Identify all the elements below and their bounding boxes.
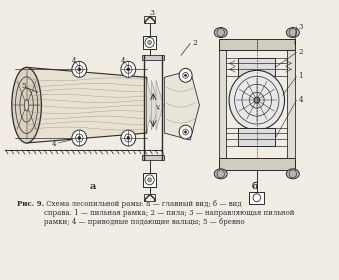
Circle shape bbox=[184, 131, 187, 133]
Circle shape bbox=[179, 68, 192, 82]
Bar bbox=[219, 158, 295, 170]
Text: 4: 4 bbox=[121, 57, 125, 66]
Bar bbox=[143, 173, 156, 187]
Ellipse shape bbox=[214, 27, 227, 38]
Circle shape bbox=[121, 61, 136, 77]
Bar bbox=[142, 55, 164, 60]
Text: V: V bbox=[155, 105, 159, 110]
Circle shape bbox=[78, 137, 81, 139]
Polygon shape bbox=[164, 70, 199, 140]
Text: 2: 2 bbox=[192, 39, 197, 46]
Circle shape bbox=[127, 68, 129, 71]
Polygon shape bbox=[26, 67, 147, 143]
Circle shape bbox=[78, 68, 81, 71]
Polygon shape bbox=[152, 80, 159, 130]
Text: r: r bbox=[158, 107, 160, 111]
Ellipse shape bbox=[12, 67, 41, 143]
Bar bbox=[144, 16, 155, 23]
Ellipse shape bbox=[286, 27, 299, 38]
Polygon shape bbox=[147, 80, 154, 130]
Ellipse shape bbox=[214, 169, 227, 179]
Text: 2: 2 bbox=[298, 48, 303, 57]
Text: 4: 4 bbox=[298, 96, 303, 104]
Text: 4: 4 bbox=[52, 140, 56, 148]
Text: Рис. 9.: Рис. 9. bbox=[17, 200, 44, 208]
Circle shape bbox=[179, 125, 192, 139]
Circle shape bbox=[254, 97, 260, 103]
Bar bbox=[238, 128, 275, 146]
Circle shape bbox=[72, 130, 87, 146]
Text: 3: 3 bbox=[298, 23, 303, 31]
Bar bbox=[219, 39, 226, 170]
Text: 5: 5 bbox=[21, 82, 25, 90]
Text: 3: 3 bbox=[150, 9, 155, 17]
Bar bbox=[142, 155, 164, 160]
Circle shape bbox=[148, 41, 152, 45]
Circle shape bbox=[127, 137, 129, 139]
Text: Схема лесопильной рамы: а — главный вид; б — вид
справа. 1 — пильная рамка; 2 — : Схема лесопильной рамы: а — главный вид;… bbox=[44, 200, 295, 226]
Circle shape bbox=[148, 178, 152, 182]
Bar bbox=[143, 36, 156, 50]
Circle shape bbox=[184, 74, 187, 76]
Text: 1: 1 bbox=[298, 72, 303, 80]
Circle shape bbox=[121, 130, 136, 146]
Text: а: а bbox=[90, 182, 96, 191]
Bar bbox=[250, 192, 264, 204]
Text: 4: 4 bbox=[72, 57, 76, 66]
Bar bbox=[219, 39, 295, 50]
Bar bbox=[238, 59, 275, 76]
Circle shape bbox=[72, 61, 87, 77]
Circle shape bbox=[229, 70, 284, 130]
Ellipse shape bbox=[286, 169, 299, 179]
Bar bbox=[144, 194, 155, 201]
Bar bbox=[287, 39, 295, 170]
Polygon shape bbox=[156, 80, 163, 130]
Text: б: б bbox=[252, 182, 258, 191]
